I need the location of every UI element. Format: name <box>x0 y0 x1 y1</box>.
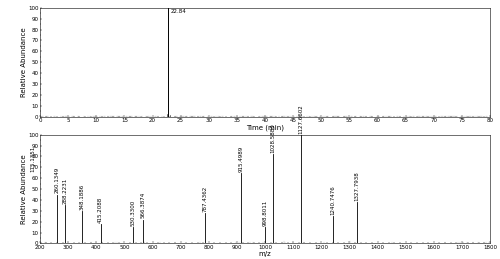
Text: 22.84: 22.84 <box>170 9 186 14</box>
Text: 998.8011: 998.8011 <box>262 200 267 226</box>
Text: 566.3874: 566.3874 <box>140 192 145 218</box>
Text: 260.1349: 260.1349 <box>54 167 60 193</box>
Text: 1028.5880: 1028.5880 <box>270 124 276 153</box>
Y-axis label: Relative Abundance: Relative Abundance <box>20 154 26 224</box>
Text: 1240.7476: 1240.7476 <box>330 185 335 215</box>
Text: 288.2231: 288.2231 <box>62 178 68 204</box>
Text: 415.2088: 415.2088 <box>98 197 103 223</box>
X-axis label: m/z: m/z <box>258 251 272 257</box>
Text: 1327.7938: 1327.7938 <box>354 171 360 201</box>
Text: 348.1886: 348.1886 <box>79 183 84 210</box>
Y-axis label: Relative Abundance: Relative Abundance <box>20 27 26 97</box>
Text: 1127.6602: 1127.6602 <box>298 104 304 134</box>
Text: 915.4989: 915.4989 <box>238 145 244 172</box>
Text: 787.4362: 787.4362 <box>202 186 207 212</box>
Text: 175.1351: 175.1351 <box>30 145 36 172</box>
Text: 530.3300: 530.3300 <box>130 200 136 226</box>
X-axis label: Time (min): Time (min) <box>246 124 284 131</box>
